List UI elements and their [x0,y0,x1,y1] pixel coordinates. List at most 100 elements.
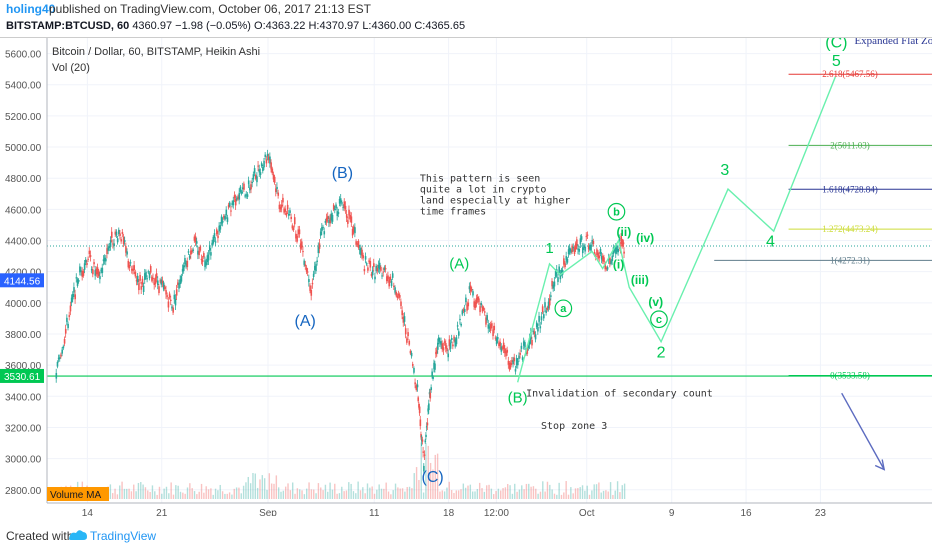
price-candle [599,248,602,254]
volume-bar [612,494,614,499]
volume-bar [299,489,301,499]
price-candle [581,247,584,254]
volume-bar [556,494,558,499]
price-tick-label: 3600.00 [5,361,42,372]
price-candle [121,231,124,235]
price-candle [505,351,507,357]
price-candle [106,248,108,254]
price-candle [136,275,139,283]
price-tick-label: 3000.00 [5,455,42,466]
price-candle [546,307,549,310]
price-tick-label: 5000.00 [5,143,42,154]
volume-bar [140,482,142,499]
price-candle [219,225,222,230]
price-candle [173,294,176,300]
price-candle [617,248,620,253]
price-chart[interactable]: 2.618(5467.56) 2(5011.03) 1.618(4728.84) 1.… [0,34,932,519]
price-candle [113,243,115,247]
price-candle [506,349,509,353]
price-candle [198,250,200,256]
price-tick-label: 4600.00 [5,205,42,216]
price-candle [404,328,407,335]
price-candle [232,200,235,206]
volume-ma-badge [47,487,109,501]
price-badge-label: 4144.56 [4,276,41,287]
volume-bar [514,483,516,499]
volume-bar [408,486,411,499]
price-candle [475,298,478,304]
price-candle [128,264,131,269]
price-candle [80,270,82,272]
price-candle [606,267,609,270]
price-candle [554,270,557,277]
price-candle [87,258,89,260]
symbol-name[interactable]: BITSTAMP:BTCUSD, 60 [6,20,130,32]
wave-drawing [516,76,886,471]
price-candle [74,294,76,300]
price-candle [537,326,539,332]
price-candle [355,241,357,245]
price-candle [95,268,98,275]
price-tick-label: 5200.00 [5,112,42,123]
price-candle [297,229,300,235]
time-axis[interactable]: 14 21 Sep 11 18 12:00 Oct 9 16 23 [82,508,827,519]
price-candle [266,153,269,157]
price-candle [55,372,58,379]
price-candle [85,259,87,263]
price-candle [468,286,471,290]
price-candle [298,229,301,235]
volume-bar [147,490,149,499]
price-candle [397,293,400,296]
volume-bar [334,483,336,499]
price-candle [205,262,208,266]
volume-bar [207,489,210,499]
price-candle [491,323,493,326]
price-candle [212,236,215,244]
time-tick-label: 12:00 [484,508,509,516]
price-candle [429,392,432,399]
volume-bar [128,488,130,499]
volume-bar [249,483,252,499]
price-candle [420,433,422,438]
wave-label-circle [607,202,626,221]
volume-bar [291,482,294,499]
price-candle [371,270,374,276]
price-candle [512,360,514,365]
price-candle [265,159,268,164]
volume-bar [259,479,261,499]
price-candle [166,295,169,297]
volume-bar [355,493,357,499]
price-candle [77,280,80,282]
tradingview-brand-link[interactable]: TradingView [90,529,157,543]
price-candle [194,236,197,243]
price-candle [418,406,421,414]
price-candle [589,244,591,250]
price-candle [108,246,111,249]
price-axis[interactable]: 2800.00 3000.00 3200.00 3400.00 3600.00 3800.… [0,50,44,497]
price-candle [242,187,244,190]
volume-bar [357,481,359,499]
tradingview-logo-icon[interactable] [68,527,88,546]
price-candle [238,192,241,200]
volume-bar [401,488,404,499]
chart-frame[interactable]: 2.618(5467.56) 2(5011.03) 1.618(4728.84) 1.… [0,34,932,519]
price-candle [348,209,350,216]
price-candle [518,355,520,359]
price-candle [286,204,289,210]
volume-bar [231,494,233,499]
price-candle [437,337,440,342]
author-link[interactable]: holing40 [6,2,56,16]
price-candle [309,285,311,291]
price-candle [381,275,383,277]
price-candle [357,241,360,248]
price-candle [488,326,491,329]
price-candle [200,258,203,261]
volume-bar [296,488,299,499]
volume-bar [252,473,254,499]
price-candle [395,291,398,296]
price-candle [217,235,219,239]
volume-bar [200,483,203,499]
price-candle [206,255,209,263]
price-candle [347,220,349,224]
price-candle [446,348,448,352]
